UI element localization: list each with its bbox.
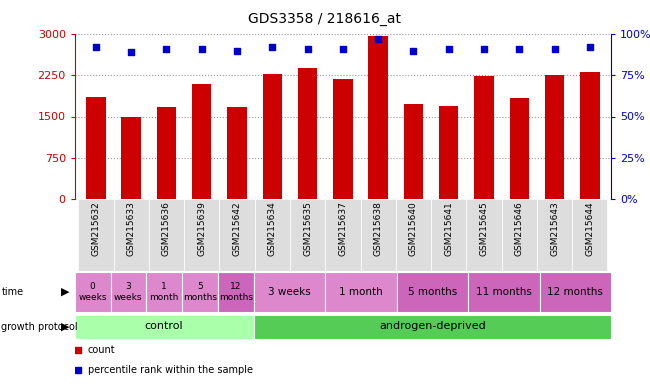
Bar (218, 272, 254, 312)
Text: ▶: ▶ (61, 287, 70, 297)
Text: GSM215639: GSM215639 (197, 201, 206, 256)
Point (196, 46, 207, 52)
Text: time: time (1, 287, 23, 297)
Bar (111, 272, 146, 312)
Bar (149, 199, 184, 271)
Bar (182, 272, 218, 312)
Text: GSM215646: GSM215646 (515, 201, 524, 256)
Text: GSM215634: GSM215634 (268, 201, 277, 256)
Bar (298, 68, 317, 199)
Bar (333, 79, 352, 199)
Bar (572, 199, 608, 271)
Bar (220, 199, 255, 271)
Text: GSM215637: GSM215637 (339, 201, 347, 256)
Text: GSM215638: GSM215638 (374, 201, 383, 256)
Bar (537, 199, 572, 271)
Text: ▶: ▶ (61, 322, 70, 332)
Bar (255, 199, 290, 271)
Bar (192, 83, 211, 199)
Point (126, 49, 136, 55)
Point (408, 48, 419, 54)
Bar (404, 104, 423, 199)
Point (91, 44, 101, 50)
Text: GSM215636: GSM215636 (162, 201, 171, 256)
Bar (114, 199, 149, 271)
Bar (75, 315, 254, 339)
Text: GSM215640: GSM215640 (409, 201, 418, 256)
Text: control: control (145, 321, 183, 331)
Text: percentile rank within the sample: percentile rank within the sample (88, 365, 253, 375)
Text: GSM215635: GSM215635 (303, 201, 312, 256)
Text: GSM215632: GSM215632 (92, 201, 100, 256)
Text: 3 weeks: 3 weeks (268, 287, 311, 297)
Text: 1
month: 1 month (150, 282, 179, 302)
Bar (157, 107, 176, 199)
Point (267, 44, 278, 50)
Bar (254, 272, 325, 312)
Text: GDS3358 / 218616_at: GDS3358 / 218616_at (248, 12, 402, 26)
Bar (396, 199, 431, 271)
Point (338, 46, 348, 52)
Text: GSM215645: GSM215645 (480, 201, 489, 256)
Bar (468, 272, 540, 312)
Bar (227, 107, 247, 199)
Bar (78, 199, 114, 271)
Text: count: count (88, 345, 115, 355)
Text: GSM215642: GSM215642 (233, 201, 242, 256)
Text: GSM215644: GSM215644 (586, 201, 594, 256)
Text: 12 months: 12 months (547, 287, 603, 297)
Text: 5 months: 5 months (408, 287, 457, 297)
Bar (146, 272, 182, 312)
Bar (439, 106, 458, 199)
Point (443, 46, 454, 52)
Text: growth protocol: growth protocol (1, 322, 78, 332)
Text: GSM215641: GSM215641 (444, 201, 453, 256)
Point (514, 46, 525, 52)
Bar (325, 199, 361, 271)
Bar (122, 116, 141, 199)
Bar (263, 74, 282, 199)
Point (584, 44, 595, 50)
Text: 3
weeks: 3 weeks (114, 282, 142, 302)
Point (479, 46, 489, 52)
Point (232, 48, 242, 54)
Text: 12
months: 12 months (218, 282, 253, 302)
Text: 1 month: 1 month (339, 287, 383, 297)
Bar (184, 199, 220, 271)
Text: androgen-deprived: androgen-deprived (379, 321, 486, 331)
Text: GSM215643: GSM215643 (550, 201, 559, 256)
Text: 11 months: 11 months (476, 287, 532, 297)
Point (161, 46, 172, 52)
Bar (580, 72, 599, 199)
Bar (545, 75, 564, 199)
Bar (540, 272, 611, 312)
Bar (254, 315, 611, 339)
Bar (290, 199, 325, 271)
Text: GSM215633: GSM215633 (127, 201, 136, 256)
Bar (369, 36, 388, 199)
Bar (361, 199, 396, 271)
Bar (431, 199, 466, 271)
Point (373, 36, 384, 42)
Bar (466, 199, 502, 271)
Bar (474, 76, 494, 199)
Text: 5
months: 5 months (183, 282, 217, 302)
Bar (396, 272, 468, 312)
Bar (75, 272, 110, 312)
Bar (510, 98, 529, 199)
Point (302, 46, 313, 52)
Bar (325, 272, 396, 312)
Text: 0
weeks: 0 weeks (79, 282, 107, 302)
Point (549, 46, 560, 52)
Bar (86, 97, 105, 199)
Bar (502, 199, 537, 271)
